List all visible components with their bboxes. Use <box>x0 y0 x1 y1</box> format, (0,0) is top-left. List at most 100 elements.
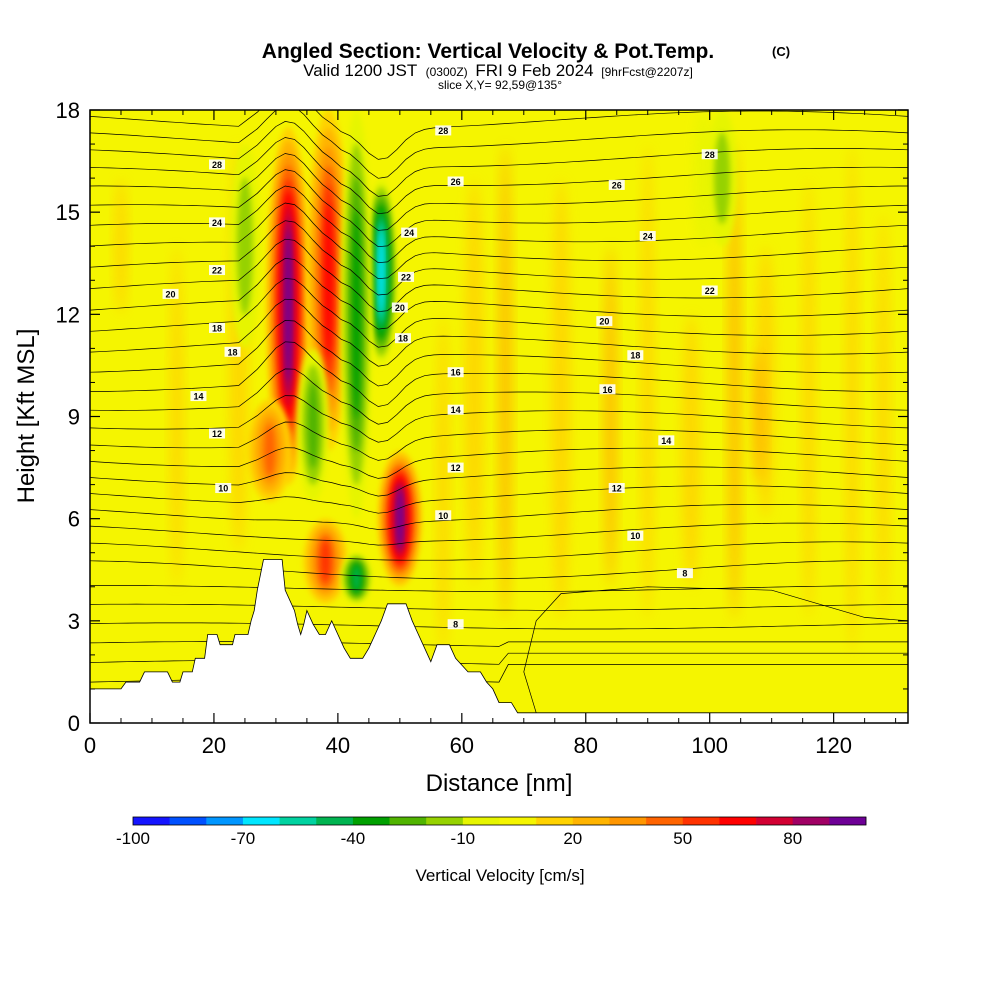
isotherm-label: 12 <box>447 462 464 473</box>
downdraft-cell <box>340 552 373 604</box>
velocity-contour <box>264 424 276 477</box>
velocity-contour <box>285 230 291 382</box>
colorbar-swatch <box>389 817 427 825</box>
velocity-contour <box>714 132 731 225</box>
isotherm <box>90 220 908 296</box>
isotherm-label-text: 14 <box>661 436 671 446</box>
isotherm-label: 12 <box>209 428 226 439</box>
updraft-cell <box>247 399 292 502</box>
isotherm <box>90 447 908 479</box>
y-tick-label: 15 <box>56 200 80 225</box>
isotherm-lines <box>90 110 908 713</box>
chart-slice-info: slice X,Y= 92,59@135° <box>438 78 562 92</box>
weak-band <box>641 144 654 621</box>
downdraft-cell <box>706 110 739 247</box>
isotherm-label: 22 <box>398 271 415 282</box>
updraft-cell <box>377 450 422 587</box>
downdraft-cell <box>297 348 330 502</box>
chart-title: Angled Section: Vertical Velocity & Pot.… <box>262 40 714 63</box>
velocity-contour <box>353 566 360 591</box>
isotherm-label-text: 16 <box>602 385 612 395</box>
isotherm-label: 26 <box>447 176 464 187</box>
isotherm-label: 20 <box>162 288 179 299</box>
isotherm-label-text: 24 <box>212 218 222 228</box>
colorbar-swatch <box>316 817 354 825</box>
isotherm-label-text: 12 <box>451 463 461 473</box>
y-tick-label: 9 <box>68 405 80 430</box>
colorbar-frame <box>132 816 867 826</box>
isotherm-label-text: 8 <box>453 620 458 630</box>
isotherm-label: 18 <box>627 350 644 361</box>
isotherm-label: 10 <box>215 483 232 494</box>
isotherm-label-text: 18 <box>398 334 408 344</box>
isotherm <box>90 421 908 461</box>
isotherm-label: 22 <box>701 285 718 296</box>
isotherm-label: 16 <box>447 367 464 378</box>
subtitle-valid: Valid 1200 JST <box>303 61 417 80</box>
isotherm-label-text: 26 <box>451 177 461 187</box>
isotherm <box>90 504 908 530</box>
isotherm <box>90 603 908 611</box>
isotherm-label-text: 16 <box>451 368 461 378</box>
weak-band <box>753 348 766 485</box>
colorbar-swatch <box>133 817 170 825</box>
isotherm-label: 18 <box>224 346 241 357</box>
colorbar-swatch <box>279 817 317 825</box>
isotherm-label-text: 10 <box>218 484 228 494</box>
isotherm <box>90 622 908 630</box>
terrain <box>90 559 908 723</box>
colorbar-tick-label: -100 <box>116 829 150 848</box>
isotherm-label-text: 20 <box>599 317 609 327</box>
colorbar-swatch <box>536 817 574 825</box>
colorbar-swatch <box>829 817 867 825</box>
colorbar-swatch <box>572 817 610 825</box>
isotherm-label-text: 14 <box>451 405 461 415</box>
isotherm-label: 28 <box>701 149 718 160</box>
isotherm <box>90 522 908 546</box>
colorbar-swatch <box>462 817 500 825</box>
colorbar-swatch <box>609 817 647 825</box>
isotherm <box>523 586 908 713</box>
isotherm-label-text: 12 <box>612 484 622 494</box>
colorbar: -100 -70 -40 -10 20 50 80 <box>116 816 867 848</box>
colorbar-swatch <box>682 817 720 825</box>
isotherm <box>90 320 908 387</box>
isotherm-label: 20 <box>391 302 408 313</box>
isotherm-label-text: 28 <box>438 126 448 136</box>
isotherm-label: 8 <box>676 568 693 579</box>
velocity-contour <box>352 209 361 420</box>
colorbar-swatch <box>756 817 793 825</box>
x-tick-label: 40 <box>326 733 350 758</box>
velocity-contour <box>397 489 403 548</box>
weak-band <box>114 178 128 315</box>
isotherm-label: 10 <box>435 510 452 521</box>
isotherm-label: 10 <box>627 530 644 541</box>
isotherm-label-text: 22 <box>705 286 715 296</box>
isotherm-label: 16 <box>599 384 616 395</box>
downdraft-cell <box>365 178 398 366</box>
weak-band <box>437 314 450 655</box>
weak-band <box>846 144 859 655</box>
colorbar-tick-label: -40 <box>341 829 366 848</box>
isotherm-label: 14 <box>447 404 464 415</box>
colorbar-tick-label: -70 <box>231 829 256 848</box>
isotherm <box>90 368 908 425</box>
isotherm-label: 18 <box>209 322 226 333</box>
weak-band <box>877 212 890 621</box>
colorbar-label: Vertical Velocity [cm/s] <box>415 866 584 885</box>
isotherm-label: 26 <box>608 179 625 190</box>
isotherm-label: 24 <box>639 231 656 242</box>
isotherm-label-text: 28 <box>705 150 715 160</box>
x-tick-label: 60 <box>450 733 474 758</box>
x-tick-label: 80 <box>574 733 598 758</box>
velocity-contour <box>378 230 384 314</box>
colorbar-swatch <box>499 817 537 825</box>
x-tick-label: 0 <box>84 733 96 758</box>
x-axis-label: Distance [nm] <box>426 770 573 797</box>
isotherm <box>90 298 908 367</box>
colorbar-tick-label: -10 <box>451 829 476 848</box>
colorbar-swatch <box>352 817 390 825</box>
weak-band <box>728 144 741 621</box>
colorbar-swatch <box>646 817 684 825</box>
